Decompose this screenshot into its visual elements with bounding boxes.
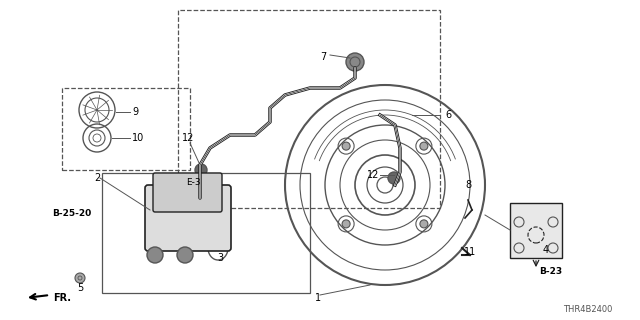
Text: 4: 4	[543, 245, 549, 255]
Text: E-3: E-3	[186, 178, 200, 187]
Bar	[178, 10, 440, 208]
Text: 12: 12	[367, 170, 379, 180]
Circle shape	[342, 142, 350, 150]
Bar	[102, 173, 310, 293]
Text: THR4B2400: THR4B2400	[563, 306, 612, 315]
Text: 12: 12	[182, 133, 194, 143]
Bar	[510, 203, 562, 258]
Circle shape	[147, 247, 163, 263]
Circle shape	[75, 273, 85, 283]
Text: 1: 1	[315, 293, 321, 303]
Circle shape	[342, 220, 350, 228]
FancyBboxPatch shape	[153, 173, 222, 212]
Text: 10: 10	[132, 133, 144, 143]
Text: 2: 2	[94, 173, 100, 183]
Text: 6: 6	[445, 110, 451, 120]
Text: FR.: FR.	[53, 293, 71, 303]
Circle shape	[388, 172, 400, 184]
Text: 11: 11	[464, 247, 476, 257]
Text: B-23: B-23	[540, 268, 563, 276]
Circle shape	[177, 247, 193, 263]
FancyBboxPatch shape	[145, 185, 231, 251]
Text: 3: 3	[217, 253, 223, 263]
Circle shape	[420, 142, 428, 150]
Bar	[62, 88, 190, 170]
Circle shape	[346, 53, 364, 71]
Text: 8: 8	[465, 180, 471, 190]
Circle shape	[420, 220, 428, 228]
Circle shape	[195, 164, 207, 176]
Text: 5: 5	[77, 283, 83, 293]
Text: B-25-20: B-25-20	[52, 209, 92, 218]
Text: 7: 7	[320, 52, 326, 62]
Text: 9: 9	[132, 107, 138, 117]
